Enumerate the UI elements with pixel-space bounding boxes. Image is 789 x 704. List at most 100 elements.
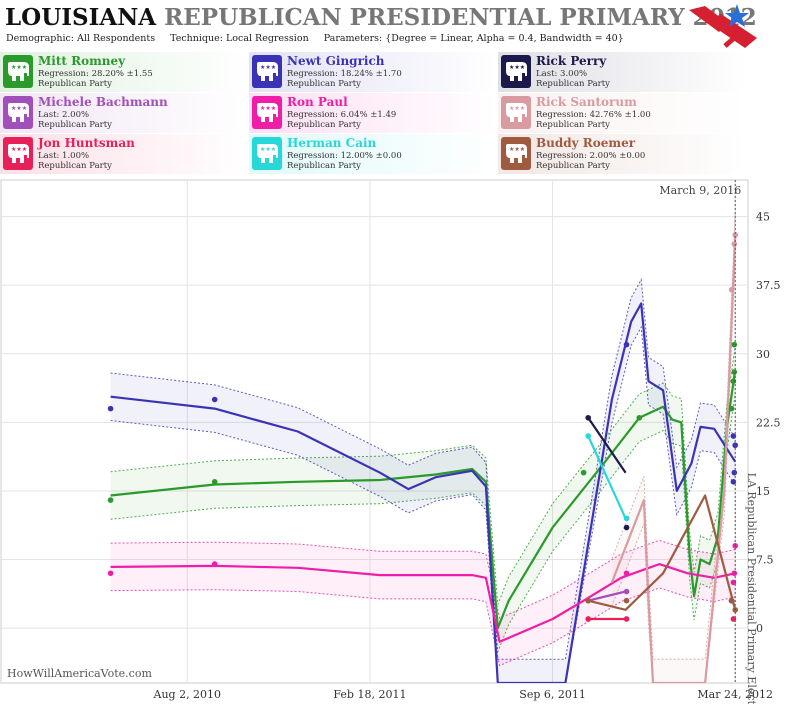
candidate-party: Republican Party xyxy=(38,161,112,171)
trend-line-mitt-romney xyxy=(110,370,737,630)
technique-text: Technique: Local Regression xyxy=(170,33,309,44)
svg-text:★★★: ★★★ xyxy=(11,64,27,71)
data-point-ron-paul xyxy=(107,570,114,577)
data-point-jon-huntsman xyxy=(623,616,630,622)
data-point-buddy-roemer xyxy=(728,597,735,604)
candidate-party: Republican Party xyxy=(536,79,610,89)
svg-text:★★★: ★★★ xyxy=(11,146,27,153)
title-rest: REPUBLICAN PRESIDENTIAL PRIMARY 2012 xyxy=(164,4,757,31)
data-point-newt-gingrich xyxy=(731,469,738,476)
parameters-text: Parameters: {Degree = Linear, Alpha = 0.… xyxy=(323,33,624,44)
data-point-newt-gingrich xyxy=(211,396,218,403)
candidate-stat: Regression: 18.24% ±1.70 xyxy=(287,69,402,79)
legend-entry-ron-paul[interactable]: ★★★ Ron Paul Regression: 6.04% ±1.49 Rep… xyxy=(249,93,497,133)
party-icon-box: ★★★ xyxy=(3,55,33,88)
candidate-party: Republican Party xyxy=(536,161,610,171)
candidate-party: Republican Party xyxy=(287,79,361,89)
candidate-stat: Last: 1.00% xyxy=(38,151,90,161)
legend-entry-herman-cain[interactable]: ★★★ Herman Cain Regression: 12.00% ±0.00… xyxy=(249,134,497,174)
data-point-rick-santorum xyxy=(728,286,735,293)
trend-line-newt-gingrich xyxy=(110,302,737,683)
trend-line-herman-cain xyxy=(587,435,627,519)
party-icon-box: ★★★ xyxy=(252,55,282,88)
legend-entry-michele-bachmann[interactable]: ★★★ Michele Bachmann Last: 2.00% Republi… xyxy=(0,93,248,133)
trend-line-rick-santorum xyxy=(610,236,737,683)
svg-text:★★★: ★★★ xyxy=(260,146,276,153)
data-point-mitt-romney xyxy=(731,369,738,375)
elephant-icon: ★★★ xyxy=(506,144,527,163)
candidate-name: Rick Santorum xyxy=(536,95,637,109)
candidate-name: Buddy Roemer xyxy=(536,136,636,150)
candidate-name: Rick Perry xyxy=(536,54,607,68)
trend-line-rick-perry xyxy=(587,417,627,474)
party-icon-box: ★★★ xyxy=(501,137,531,170)
candidate-stat: Regression: 28.20% ±1.55 xyxy=(38,69,153,79)
data-point-rick-perry xyxy=(623,524,630,531)
elephant-icon: ★★★ xyxy=(8,62,29,81)
data-point-herman-cain xyxy=(585,433,591,439)
legend-entry-jon-huntsman[interactable]: ★★★ Jon Huntsman Last: 1.00% Republican … xyxy=(0,134,248,174)
trend-line-buddy-roemer xyxy=(587,494,737,611)
elephant-icon: ★★★ xyxy=(506,103,527,122)
candidate-stat: Regression: 6.04% ±1.49 xyxy=(287,110,397,120)
site-logo[interactable] xyxy=(685,2,785,50)
election-label: LA Republican Presidential Primary Elect… xyxy=(745,473,758,704)
band-upper-ron-paul xyxy=(110,539,736,619)
legend-entry-buddy-roemer[interactable]: ★★★ Buddy Roemer Regression: 2.00% ±0.00… xyxy=(498,134,746,174)
data-point-jon-huntsman xyxy=(585,616,591,622)
candidate-legend: ★★★ Mitt Romney Regression: 28.20% ±1.55… xyxy=(0,52,789,176)
candidate-name: Herman Cain xyxy=(287,136,377,150)
candidate-party: Republican Party xyxy=(38,79,112,89)
y-tick-label: 0 xyxy=(756,622,763,635)
x-tick-label: Sep 6, 2011 xyxy=(519,688,586,701)
data-point-newt-gingrich xyxy=(623,341,630,348)
data-point-mitt-romney xyxy=(731,341,738,348)
candidate-party: Republican Party xyxy=(38,120,112,130)
legend-entry-newt-gingrich[interactable]: ★★★ Newt Gingrich Regression: 18.24% ±1.… xyxy=(249,52,497,92)
party-icon-box: ★★★ xyxy=(3,96,33,129)
data-point-mitt-romney xyxy=(211,479,218,485)
legend-entry-rick-perry[interactable]: ★★★ Rick Perry Last: 3.00% Republican Pa… xyxy=(498,52,746,92)
data-point-ron-paul xyxy=(211,561,218,567)
band-lower-ron-paul xyxy=(110,587,736,667)
x-tick-label: Feb 18, 2011 xyxy=(333,688,406,701)
data-point-rick-santorum xyxy=(732,232,739,238)
legend-entry-mitt-romney[interactable]: ★★★ Mitt Romney Regression: 28.20% ±1.55… xyxy=(0,52,248,92)
candidate-name: Michele Bachmann xyxy=(38,95,168,109)
elephant-icon: ★★★ xyxy=(257,144,278,163)
data-point-ron-paul xyxy=(623,570,630,577)
svg-text:★★★: ★★★ xyxy=(260,105,276,112)
candidate-stat: Regression: 42.76% ±1.00 xyxy=(536,110,651,120)
data-point-buddy-roemer xyxy=(585,597,591,604)
party-icon-box: ★★★ xyxy=(252,137,282,170)
data-point-newt-gingrich xyxy=(107,405,114,412)
band-lower-newt-gingrich xyxy=(110,325,736,683)
party-icon-box: ★★★ xyxy=(501,96,531,129)
current-date-label: March 9, 2016 xyxy=(659,184,741,197)
demographic-text: Demographic: All Respondents xyxy=(6,33,156,44)
data-point-mitt-romney xyxy=(730,378,737,384)
data-point-ron-paul xyxy=(731,570,738,577)
data-point-mitt-romney xyxy=(107,497,114,503)
candidate-name: Jon Huntsman xyxy=(38,136,135,150)
svg-text:★★★: ★★★ xyxy=(509,105,525,112)
parameters-line: Demographic: All Respondents Technique: … xyxy=(6,33,636,44)
y-tick-label: 45 xyxy=(756,211,770,224)
legend-entry-rick-santorum[interactable]: ★★★ Rick Santorum Regression: 42.76% ±1.… xyxy=(498,93,746,133)
candidate-name: Newt Gingrich xyxy=(287,54,385,68)
page-title: LOUISIANA REPUBLICAN PRESIDENTIAL PRIMAR… xyxy=(5,4,757,31)
data-point-rick-santorum xyxy=(731,241,738,247)
candidate-name: Ron Paul xyxy=(287,95,348,109)
data-point-mitt-romney xyxy=(580,469,587,476)
candidate-name: Mitt Romney xyxy=(38,54,126,68)
candidate-stat: Regression: 12.00% ±0.00 xyxy=(287,151,402,161)
data-point-buddy-roemer xyxy=(623,597,630,604)
party-icon-box: ★★★ xyxy=(3,137,33,170)
svg-text:★★★: ★★★ xyxy=(509,64,525,71)
y-tick-label: 7.5 xyxy=(756,554,774,567)
elephant-icon: ★★★ xyxy=(257,62,278,81)
svg-text:★★★: ★★★ xyxy=(260,64,276,71)
data-point-mitt-romney xyxy=(728,405,735,412)
series-group xyxy=(107,212,739,683)
data-point-rick-perry xyxy=(585,414,591,421)
